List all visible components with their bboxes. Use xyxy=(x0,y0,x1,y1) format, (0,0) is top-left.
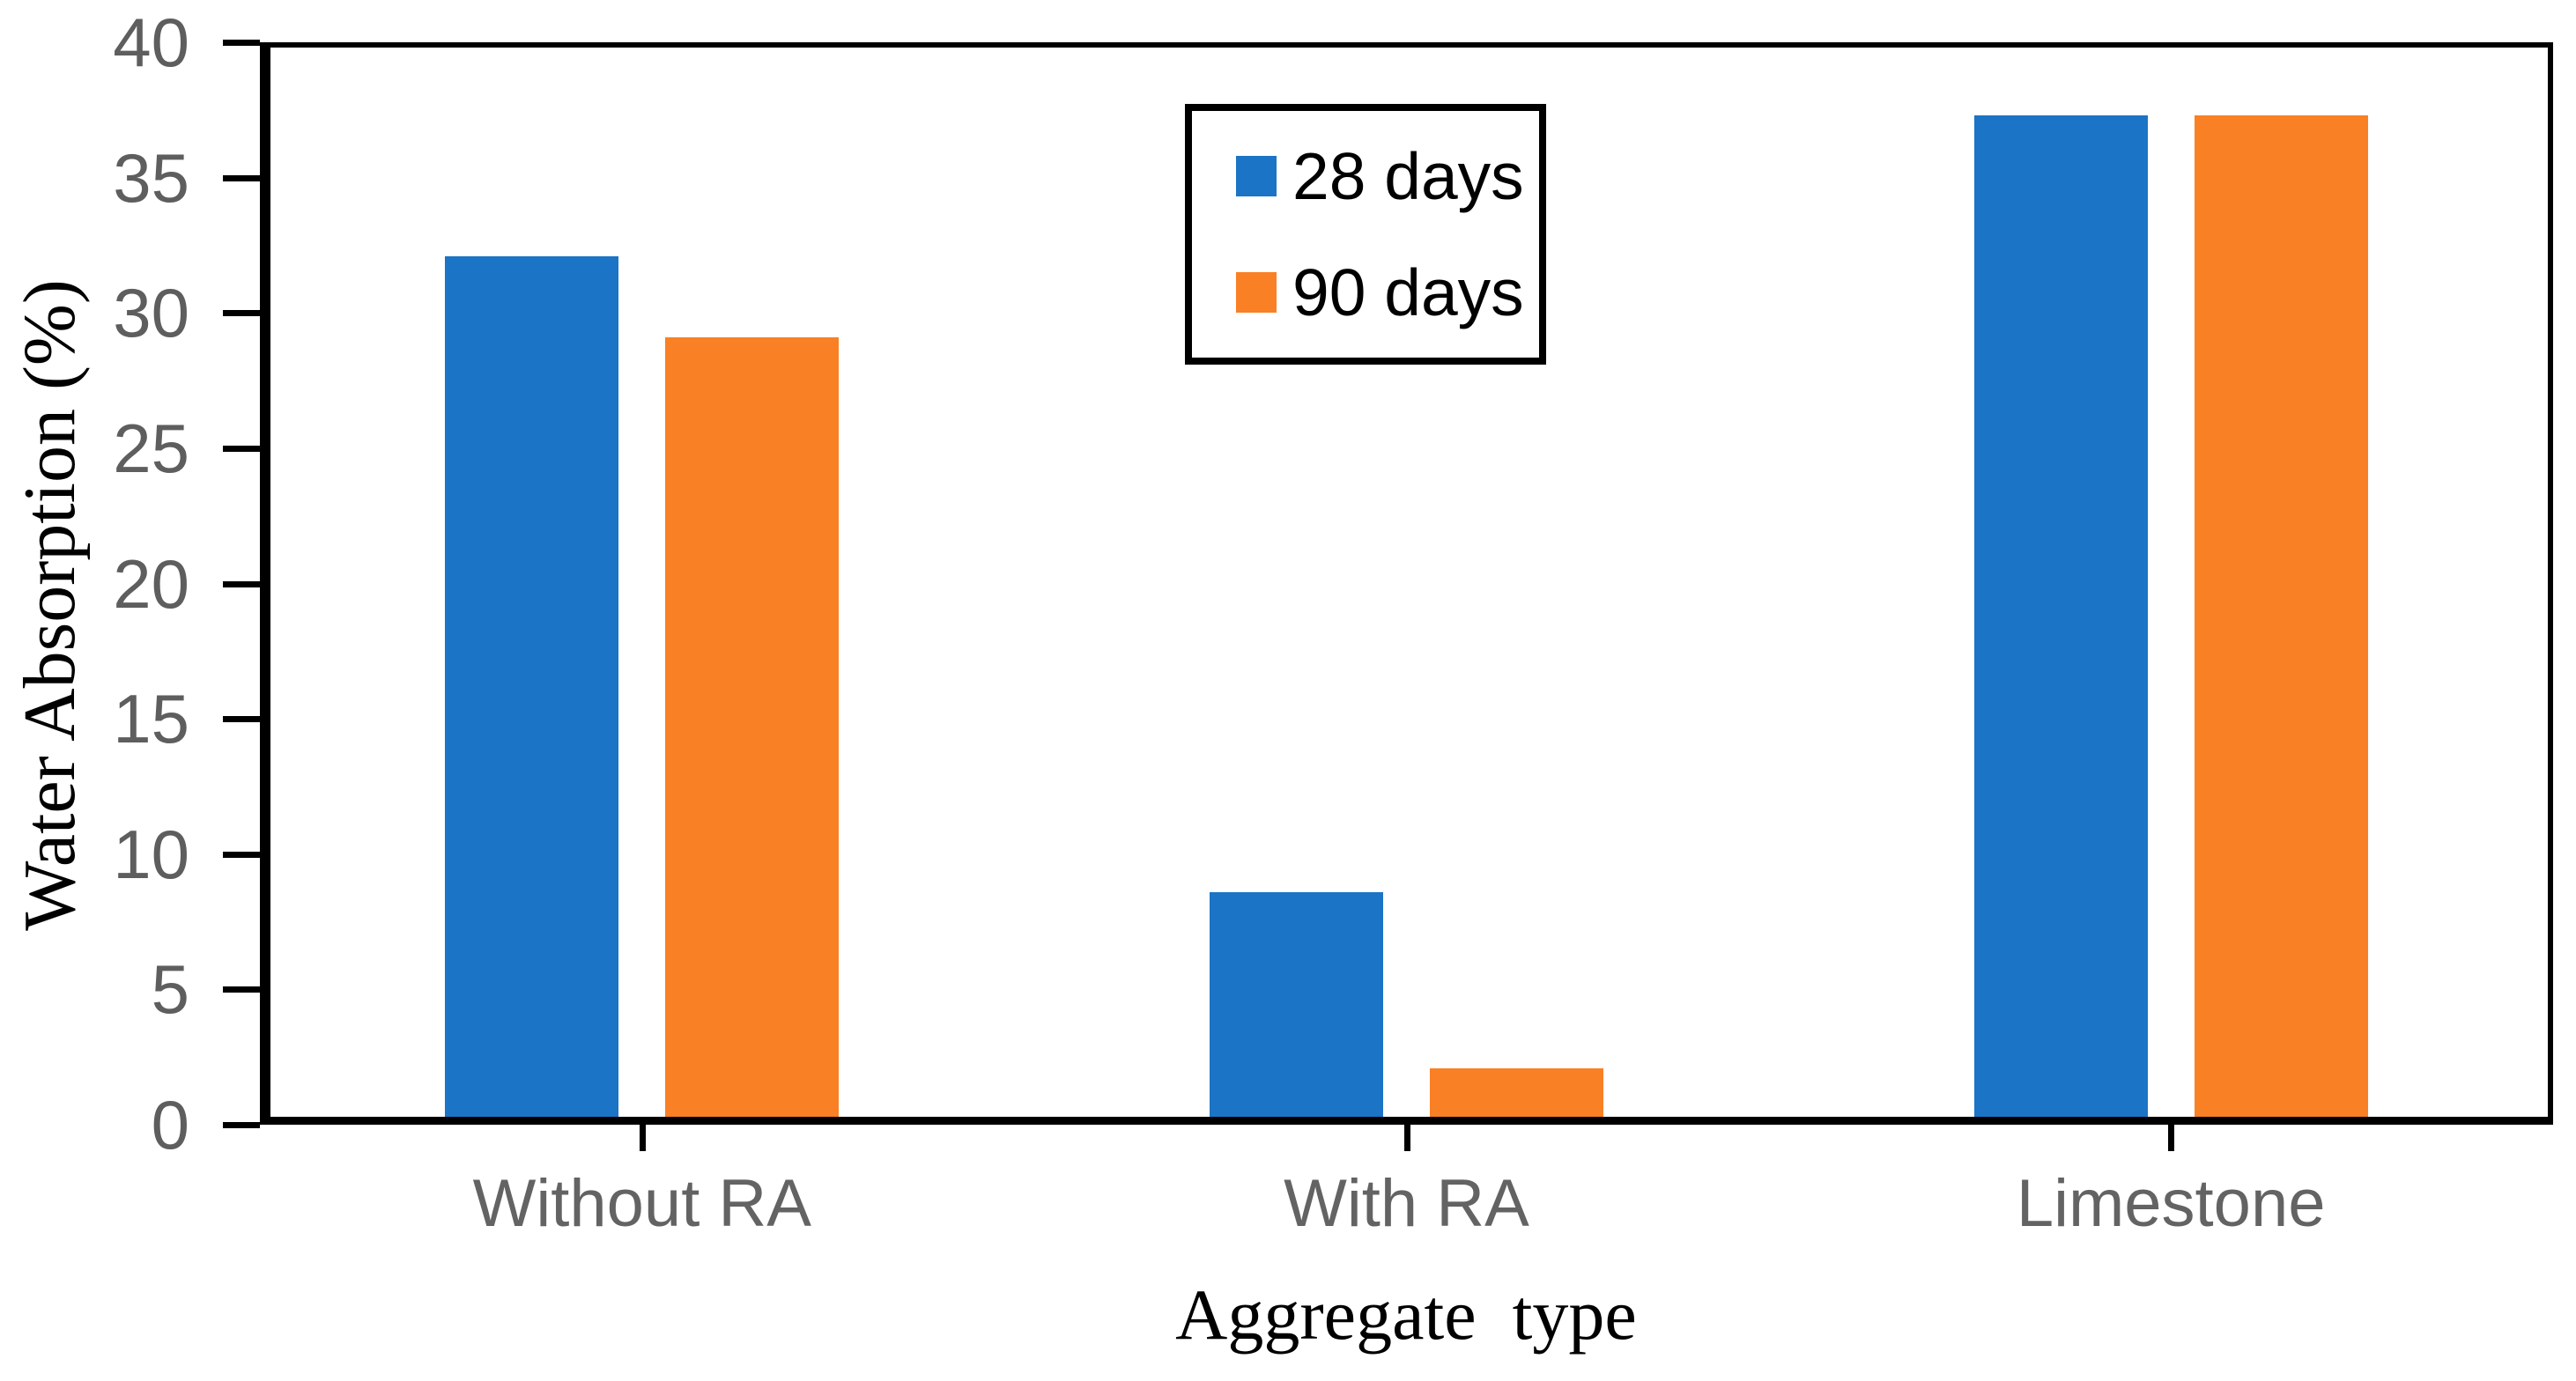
y-axis-tick xyxy=(223,1122,260,1128)
bar-28-days-without-ra xyxy=(445,255,619,1117)
y-axis-tick xyxy=(223,174,260,181)
y-axis-tick xyxy=(223,310,260,317)
legend-swatch-90-days-icon xyxy=(1236,272,1277,313)
y-axis-tick-label: 30 xyxy=(113,274,189,352)
legend-label-28-days: 28 days xyxy=(1292,139,1524,213)
bar-90-days-without-ra xyxy=(665,337,840,1117)
y-axis-tick-label: 20 xyxy=(113,544,189,623)
y-axis-tick xyxy=(223,580,260,587)
y-axis-tick xyxy=(223,986,260,993)
legend-label-90-days: 90 days xyxy=(1292,255,1524,329)
y-axis-tick-label: 15 xyxy=(113,680,189,758)
y-axis-tick-label: 35 xyxy=(113,138,189,217)
y-axis-tick-label: 25 xyxy=(113,409,189,487)
legend-swatch-28-days-icon xyxy=(1236,156,1277,196)
bar-28-days-with-ra xyxy=(1210,891,1383,1117)
bar-90-days-with-ra xyxy=(1430,1067,1603,1117)
bar-90-days-limestone xyxy=(2194,115,2368,1117)
y-axis-tick-label: 0 xyxy=(151,1086,189,1163)
x-axis-tick xyxy=(1403,1125,1410,1151)
bar-28-days-limestone xyxy=(1973,115,2148,1117)
y-axis-tick xyxy=(223,40,260,46)
y-axis-tick-label: 40 xyxy=(113,4,189,81)
y-axis-tick xyxy=(223,851,260,858)
legend-item-90-days: 90 days xyxy=(1236,257,1539,328)
category-label-without-ra: Without RA xyxy=(472,1166,811,1241)
y-axis-tick xyxy=(223,445,260,452)
y-axis-tick-label: 10 xyxy=(113,815,189,893)
y-axis-tick xyxy=(223,716,260,723)
legend: 28 days 90 days xyxy=(1185,104,1546,365)
category-label-limestone: Limestone xyxy=(2016,1166,2326,1241)
x-axis-tick xyxy=(2168,1125,2175,1151)
x-axis-title: Aggregate type xyxy=(1175,1274,1637,1355)
category-label-with-ra: With RA xyxy=(1284,1166,1529,1241)
x-axis-tick xyxy=(639,1125,646,1151)
y-axis-tick-label: 5 xyxy=(151,950,189,1029)
legend-item-28-days: 28 days xyxy=(1236,141,1539,211)
